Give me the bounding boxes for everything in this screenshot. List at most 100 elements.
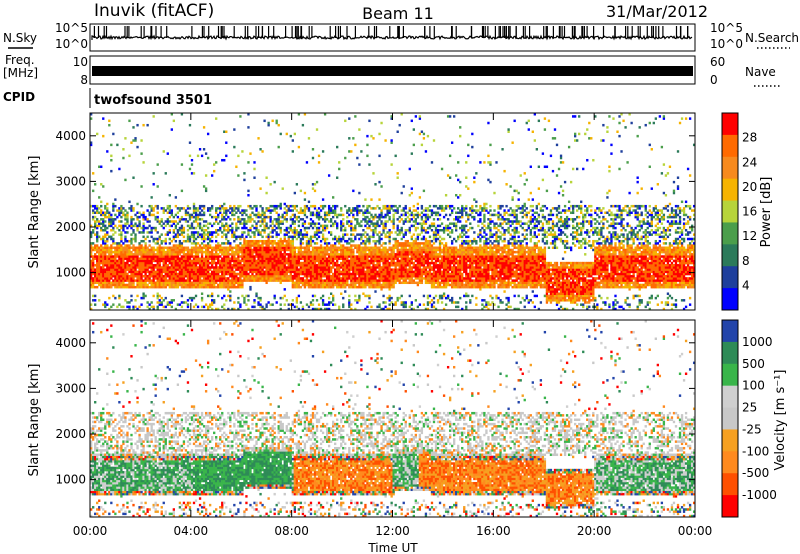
heatmap-cell — [321, 248, 325, 252]
heatmap-cell — [259, 261, 262, 265]
heatmap-cell — [132, 229, 135, 232]
heatmap-cell — [301, 246, 305, 250]
heatmap-cell — [152, 183, 155, 186]
heatmap-cell — [237, 266, 240, 269]
heatmap-cell — [263, 229, 266, 232]
heatmap-cell — [186, 250, 190, 254]
heatmap-cell — [166, 248, 169, 252]
heatmap-cell — [269, 215, 272, 219]
heatmap-cell — [168, 257, 171, 260]
heatmap-cell — [140, 239, 143, 243]
heatmap-cell — [166, 301, 169, 304]
heatmap-cell — [198, 283, 202, 287]
heatmap-cell — [253, 305, 256, 309]
heatmap-cell — [309, 279, 313, 282]
heatmap-cell — [388, 266, 391, 269]
heatmap-cell — [150, 268, 153, 271]
heatmap-cell — [376, 204, 379, 208]
heatmap-cell — [120, 253, 123, 256]
heatmap-cell — [366, 294, 369, 298]
heatmap-cell — [237, 246, 240, 250]
heatmap-cell — [120, 281, 123, 285]
heatmap-cell — [410, 281, 413, 285]
heatmap-cell — [396, 207, 399, 210]
heatmap-cell — [265, 270, 268, 274]
heatmap-cell — [98, 222, 101, 225]
heatmap-cell — [414, 270, 417, 274]
heatmap-cell — [142, 292, 145, 295]
heatmap-cell — [200, 250, 204, 254]
heatmap-cell — [386, 268, 389, 271]
heatmap-cell — [325, 253, 329, 256]
heatmap-cell — [344, 233, 347, 236]
heatmap-cell — [303, 270, 307, 274]
heatmap-cell — [251, 261, 254, 265]
heatmap-cell — [186, 239, 190, 243]
heatmap-cell — [303, 235, 307, 239]
heatmap-cell — [382, 259, 385, 263]
heatmap-cell — [235, 272, 238, 276]
heatmap-cell — [174, 250, 178, 254]
heatmap-cell — [156, 185, 159, 188]
heatmap-cell — [102, 272, 105, 276]
heatmap-cell — [358, 283, 361, 287]
heatmap-cell — [249, 207, 252, 210]
heatmap-cell — [340, 255, 343, 258]
heatmap-cell — [301, 253, 305, 256]
heatmap-cell — [251, 274, 254, 278]
heatmap-cell — [124, 261, 127, 265]
heatmap-cell — [176, 235, 180, 239]
heatmap-cell — [162, 211, 165, 214]
heatmap-cell — [255, 248, 258, 252]
heatmap-cell — [398, 248, 401, 252]
heatmap-cell — [408, 257, 411, 260]
heatmap-cell — [225, 141, 228, 144]
heatmap-cell — [241, 259, 244, 263]
heatmap-cell — [346, 259, 349, 263]
heatmap-cell — [126, 218, 129, 221]
heatmap-cell — [259, 264, 262, 267]
heatmap-cell — [311, 156, 315, 160]
heatmap-cell — [305, 226, 309, 230]
heatmap-cell — [293, 204, 296, 208]
heatmap-cell — [190, 163, 194, 166]
heatmap-cell — [219, 261, 222, 265]
heatmap-cell — [144, 281, 147, 285]
heatmap-cell — [122, 279, 125, 282]
heatmap-cell — [219, 244, 222, 247]
heatmap-cell — [164, 274, 167, 278]
heatmap-cell — [317, 226, 321, 230]
heatmap-cell — [150, 231, 153, 234]
heatmap-cell — [114, 277, 117, 280]
heatmap-cell — [340, 226, 343, 230]
heatmap-cell — [172, 220, 175, 223]
heatmap-cell — [329, 231, 333, 234]
heatmap-cell — [360, 277, 363, 280]
heatmap-cell — [112, 233, 115, 236]
heatmap-cell — [340, 283, 343, 287]
heatmap-cell — [215, 235, 218, 239]
heatmap-cell — [334, 283, 337, 287]
heatmap-cell — [289, 303, 292, 306]
heatmap-cell — [289, 229, 292, 232]
heatmap-cell — [329, 261, 333, 265]
heatmap-cell — [412, 220, 415, 223]
heatmap-cell — [174, 307, 178, 311]
heatmap-cell — [211, 246, 214, 250]
heatmap-cell — [323, 226, 327, 230]
heatmap-cell — [134, 259, 137, 263]
heatmap-cell — [293, 235, 296, 239]
heatmap-cell — [406, 274, 409, 278]
heatmap-cell — [235, 266, 238, 269]
heatmap-cell — [194, 231, 198, 234]
heatmap-cell — [227, 248, 230, 252]
heatmap-cell — [348, 255, 351, 258]
heatmap-cell — [261, 305, 264, 309]
heatmap-cell — [96, 261, 99, 265]
heatmap-cell — [388, 233, 391, 236]
heatmap-cell — [96, 233, 99, 236]
heatmap-cell — [406, 244, 409, 247]
heatmap-cell — [114, 248, 117, 252]
heatmap-cell — [356, 218, 359, 221]
heatmap-cell — [332, 279, 335, 282]
